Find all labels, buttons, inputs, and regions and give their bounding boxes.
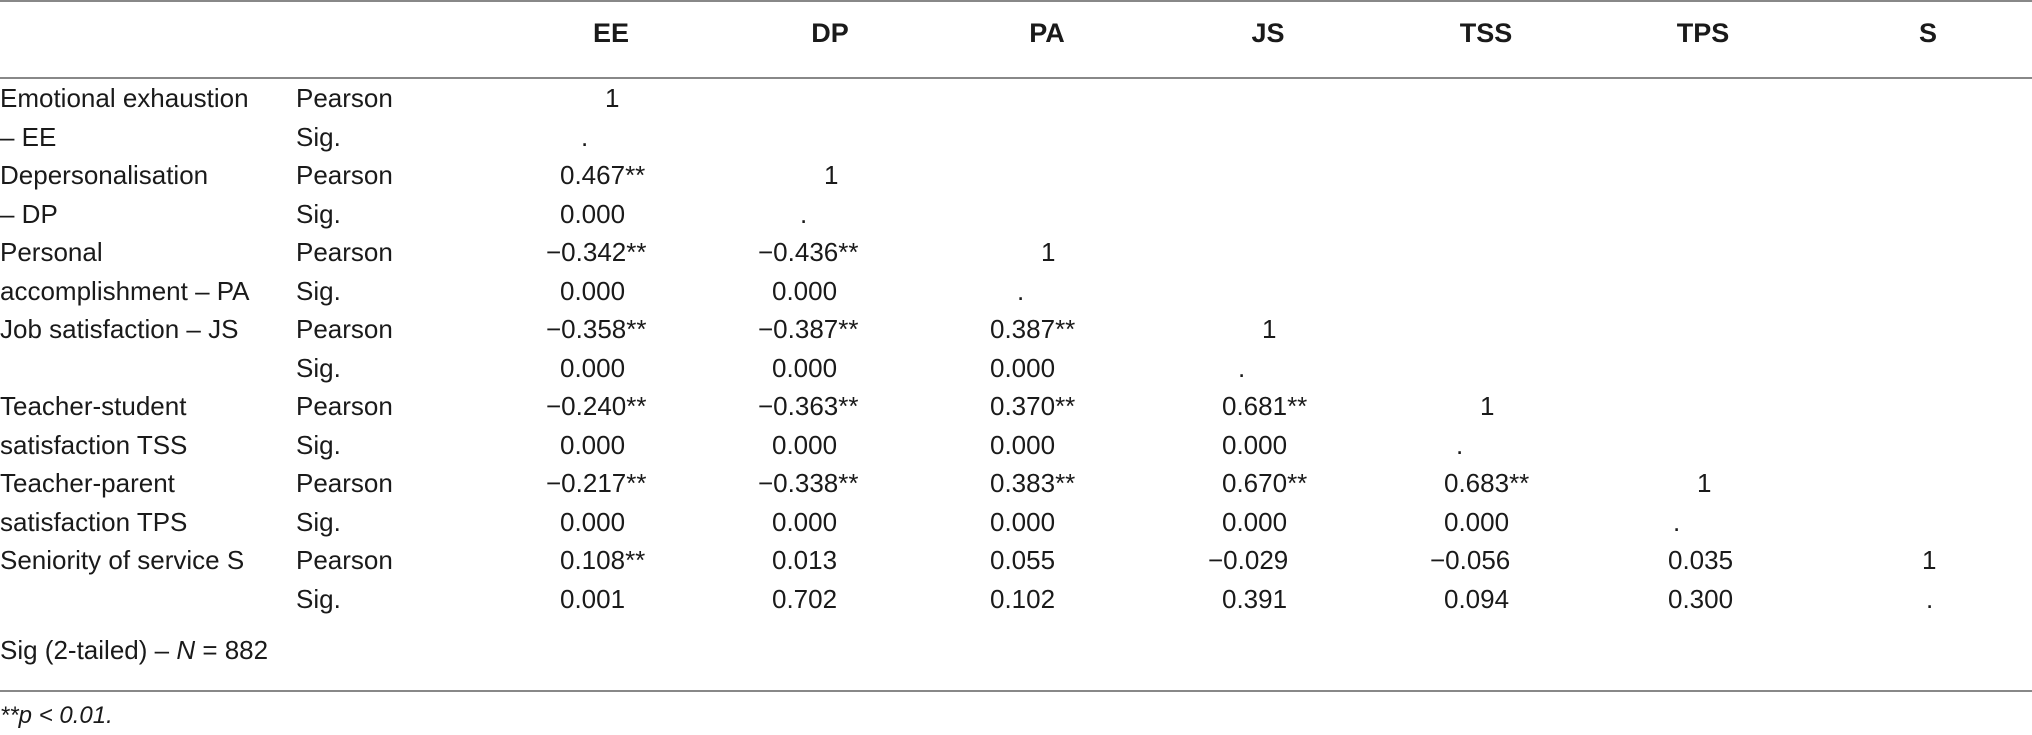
row-label-continued: – DP — [0, 198, 58, 229]
row-label: Job satisfaction – JS — [0, 314, 239, 344]
sig-cell: 0.000 — [560, 198, 626, 229]
sig-label: Sig. — [296, 275, 341, 306]
sig-cell: 0.702 — [772, 583, 838, 614]
pearson-label: Pearson — [296, 237, 393, 267]
pearson-label: Pearson — [296, 314, 393, 344]
sig-cell: 0.300 — [1668, 583, 1734, 614]
bottom-rule — [0, 690, 2032, 692]
sig-cell: . — [1673, 506, 1681, 537]
sig-cell: 0.094 — [1444, 583, 1510, 614]
sig-cell: 0.000 — [772, 506, 838, 537]
pearson-cell: 0.370** — [990, 391, 1076, 421]
row-label: Emotional exhaustion — [0, 83, 249, 113]
sig-cell: 0.000 — [772, 352, 838, 383]
pearson-label: Pearson — [296, 83, 393, 113]
pearson-cell: 0.681** — [1222, 391, 1308, 421]
sig-cell: 0.000 — [772, 429, 838, 460]
sig-cell: . — [1926, 583, 1934, 614]
sig-label: Sig. — [296, 429, 341, 460]
footer-n-value: = 882 — [195, 635, 269, 665]
pearson-cell: 0.013 — [772, 545, 838, 575]
sig-cell: 0.000 — [560, 506, 626, 537]
pearson-cell: −0.342** — [546, 237, 647, 267]
pearson-label: Pearson — [296, 468, 393, 498]
significance-note: **p < 0.01. — [0, 702, 113, 729]
pearson-cell: 0.670** — [1222, 468, 1308, 498]
column-header-pa: PA — [1029, 18, 1065, 48]
pearson-cell: 0.035 — [1668, 545, 1734, 575]
pearson-cell: −0.240** — [546, 391, 647, 421]
column-header-ee: EE — [592, 18, 630, 48]
pearson-cell: 1 — [1262, 314, 1277, 344]
sig-cell: 0.000 — [772, 275, 838, 306]
row-label: Depersonalisation — [0, 160, 209, 190]
pearson-cell: −0.338** — [758, 468, 859, 498]
sig-cell: 0.000 — [990, 429, 1056, 460]
pearson-cell: 0.055 — [990, 545, 1056, 575]
sig-cell: 0.000 — [1222, 429, 1288, 460]
sig-cell: 0.000 — [1444, 506, 1510, 537]
sig-label: Sig. — [296, 583, 341, 614]
sig-label: Sig. — [296, 506, 341, 537]
pearson-cell: 0.467** — [560, 160, 646, 190]
pearson-label: Pearson — [296, 545, 393, 575]
pearson-cell: −0.358** — [546, 314, 647, 344]
sig-cell: . — [1456, 429, 1464, 460]
row-label: Teacher-parent — [0, 468, 175, 498]
column-header-tss: TSS — [1459, 18, 1513, 48]
sig-cell: . — [800, 198, 808, 229]
pearson-cell: 0.683** — [1444, 468, 1530, 498]
pearson-cell: 0.387** — [990, 314, 1076, 344]
sig-cell: 0.000 — [1222, 506, 1288, 537]
sig-cell: 0.001 — [560, 583, 626, 614]
sig-cell: 0.000 — [990, 352, 1056, 383]
pearson-cell: −0.217** — [546, 468, 647, 498]
row-label-continued: accomplishment – PA — [0, 275, 250, 306]
column-header-dp: DP — [811, 18, 849, 48]
pearson-cell: 1 — [1922, 545, 1937, 575]
sig-cell: 0.391 — [1222, 583, 1288, 614]
header-rule — [0, 77, 2032, 79]
pearson-label: Pearson — [296, 391, 393, 421]
row-label-continued: satisfaction TPS — [0, 506, 188, 537]
sig-cell: . — [1017, 275, 1025, 306]
sig-cell: . — [1238, 352, 1246, 383]
pearson-cell: −0.387** — [758, 314, 859, 344]
sig-label: Sig. — [296, 121, 341, 152]
pearson-cell: 1 — [824, 160, 839, 190]
row-label: Personal — [0, 237, 103, 267]
footer-n-symbol: N — [176, 635, 196, 665]
pearson-cell: 1 — [1480, 391, 1495, 421]
pearson-cell: −0.436** — [758, 237, 859, 267]
row-label-continued: – EE — [0, 121, 57, 152]
pearson-cell: −0.363** — [758, 391, 859, 421]
row-label: Teacher-student — [0, 391, 187, 421]
pearson-label: Pearson — [296, 160, 393, 190]
top-rule — [0, 0, 2032, 2]
sig-cell: 0.000 — [990, 506, 1056, 537]
footer-prefix: Sig (2-tailed) – — [0, 635, 177, 665]
row-label-continued: satisfaction TSS — [0, 429, 188, 460]
sig-cell: 0.000 — [560, 429, 626, 460]
column-header-s: S — [1918, 18, 1937, 48]
column-header-js: JS — [1251, 18, 1285, 48]
pearson-cell: 0.108** — [560, 545, 646, 575]
pearson-cell: 1 — [1697, 468, 1712, 498]
pearson-cell: 0.383** — [990, 468, 1076, 498]
pearson-cell: −0.029 — [1208, 545, 1289, 575]
pearson-cell: −0.056 — [1430, 545, 1511, 575]
sig-cell: . — [581, 121, 589, 152]
row-label: Seniority of service S — [0, 545, 245, 575]
sig-label: Sig. — [296, 198, 341, 229]
sig-cell: 0.000 — [560, 352, 626, 383]
table-footer: Sig (2-tailed) – N = 882 — [0, 635, 268, 666]
column-header-tps: TPS — [1676, 18, 1730, 48]
sig-label: Sig. — [296, 352, 341, 383]
pearson-cell: 1 — [605, 83, 620, 113]
sig-cell: 0.000 — [560, 275, 626, 306]
sig-cell: 0.102 — [990, 583, 1056, 614]
pearson-cell: 1 — [1041, 237, 1056, 267]
